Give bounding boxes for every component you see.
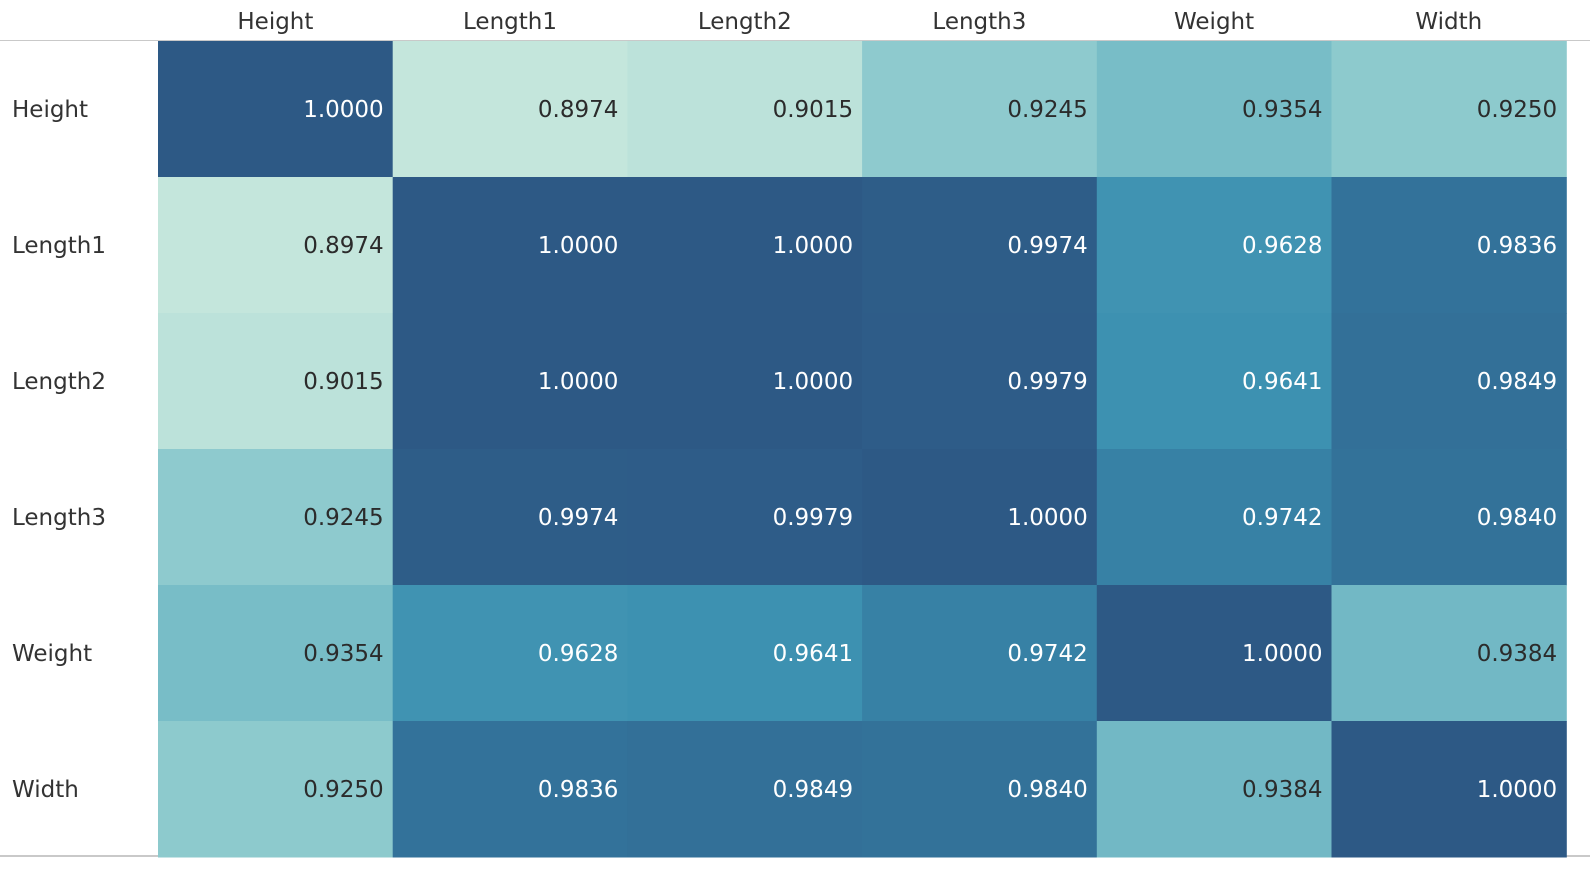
heatmap-cell: [862, 585, 1098, 722]
row-header-label: Width: [12, 777, 79, 803]
heatmap-cell: [1331, 177, 1567, 314]
heatmap-cell: [862, 449, 1098, 586]
column-headers: Height Length1 Length2 Length3 Weight Width: [237, 9, 1482, 35]
heatmap-cell: [862, 177, 1098, 314]
heatmap-cell: [627, 313, 863, 450]
column-header-label: Height: [237, 9, 313, 35]
heatmap-cell: [158, 721, 394, 858]
cell-value-label: 0.9979: [1007, 369, 1087, 395]
cell-value-label: 0.9384: [1242, 777, 1322, 803]
heatmap-cell: [627, 177, 863, 314]
column-header-label: Width: [1415, 9, 1482, 35]
row-header-label: Length3: [12, 505, 106, 531]
cell-value-label: 1.0000: [538, 233, 618, 259]
cell-value-label: 0.9742: [1007, 641, 1087, 667]
row-header-label: Weight: [12, 641, 92, 667]
cell-value-label: 1.0000: [303, 97, 383, 123]
heatmap-cell: [862, 41, 1098, 178]
cell-value-label: 0.9245: [303, 505, 383, 531]
heatmap-cells: [158, 41, 1567, 858]
column-header-label: Length3: [932, 9, 1026, 35]
column-header-label: Weight: [1174, 9, 1254, 35]
cell-value-label: 0.9354: [303, 641, 383, 667]
heatmap-cell: [862, 721, 1098, 858]
cell-value-label: 0.8974: [538, 97, 618, 123]
cell-value-label: 0.9974: [538, 505, 618, 531]
heatmap-cell: [1331, 313, 1567, 450]
cell-value-label: 0.9979: [773, 505, 853, 531]
heatmap-cell: [158, 41, 394, 178]
heatmap-cell: [158, 585, 394, 722]
heatmap-cell: [158, 449, 394, 586]
cell-value-label: 0.9628: [1242, 233, 1322, 259]
cell-value-label: 0.9849: [773, 777, 853, 803]
heatmap-cell: [158, 177, 394, 314]
heatmap-cell: [1096, 585, 1333, 722]
cell-value-label: 1.0000: [773, 369, 853, 395]
row-header-label: Height: [12, 97, 88, 123]
cell-value-label: 0.9354: [1242, 97, 1322, 123]
heatmap-cell: [1096, 177, 1333, 314]
heatmap-cell: [392, 449, 628, 586]
heatmap-cell: [1096, 449, 1333, 586]
heatmap-cell: [627, 721, 863, 858]
heatmap-cell: [158, 313, 394, 450]
heatmap-cell: [1331, 585, 1567, 722]
heatmap-cell: [392, 721, 628, 858]
heatmap-cell: [627, 585, 863, 722]
cell-value-label: 0.9250: [303, 777, 383, 803]
cell-value-label: 0.9836: [538, 777, 618, 803]
cell-value-label: 0.9250: [1477, 97, 1557, 123]
cell-value-label: 1.0000: [1007, 505, 1087, 531]
heatmap-cell: [392, 313, 628, 450]
heatmap-cell: [392, 41, 628, 178]
heatmap-cell-labels: 1.0000 0.8974 0.9015 0.9245 0.9354 0.9250 0.89…: [303, 97, 1557, 803]
heatmap-cell: [1096, 721, 1333, 858]
heatmap-cell: [627, 41, 863, 178]
heatmap-cell: [1096, 41, 1333, 178]
row-header-label: Length2: [12, 369, 106, 395]
cell-value-label: 0.9840: [1477, 505, 1557, 531]
cell-value-label: 1.0000: [1477, 777, 1557, 803]
cell-value-label: 0.9836: [1477, 233, 1557, 259]
cell-value-label: 0.9641: [1242, 369, 1322, 395]
heatmap-cell: [1331, 449, 1567, 586]
cell-value-label: 0.9840: [1007, 777, 1087, 803]
heatmap-cell: [392, 177, 628, 314]
cell-value-label: 1.0000: [1242, 641, 1322, 667]
heatmap-cell: [862, 313, 1098, 450]
cell-value-label: 0.8974: [303, 233, 383, 259]
column-header-label: Length1: [463, 9, 557, 35]
cell-value-label: 0.9742: [1242, 505, 1322, 531]
row-headers: Height Length1 Length2 Length3 Weight Width: [12, 97, 106, 803]
cell-value-label: 0.9849: [1477, 369, 1557, 395]
cell-value-label: 0.9628: [538, 641, 618, 667]
cell-value-label: 0.9245: [1007, 97, 1087, 123]
cell-value-label: 0.9641: [773, 641, 853, 667]
heatmap-cell: [392, 585, 628, 722]
cell-value-label: 0.9974: [1007, 233, 1087, 259]
heatmap-cell: [1331, 41, 1567, 178]
cell-value-label: 0.9384: [1477, 641, 1557, 667]
cell-value-label: 0.9015: [773, 97, 853, 123]
column-header-label: Length2: [698, 9, 792, 35]
cell-value-label: 0.9015: [303, 369, 383, 395]
cell-value-label: 1.0000: [538, 369, 618, 395]
heatmap-cell: [1096, 313, 1333, 450]
heatmap-cell: [627, 449, 863, 586]
row-header-label: Length1: [12, 233, 106, 259]
heatmap-cell: [1331, 721, 1567, 858]
cell-value-label: 1.0000: [773, 233, 853, 259]
